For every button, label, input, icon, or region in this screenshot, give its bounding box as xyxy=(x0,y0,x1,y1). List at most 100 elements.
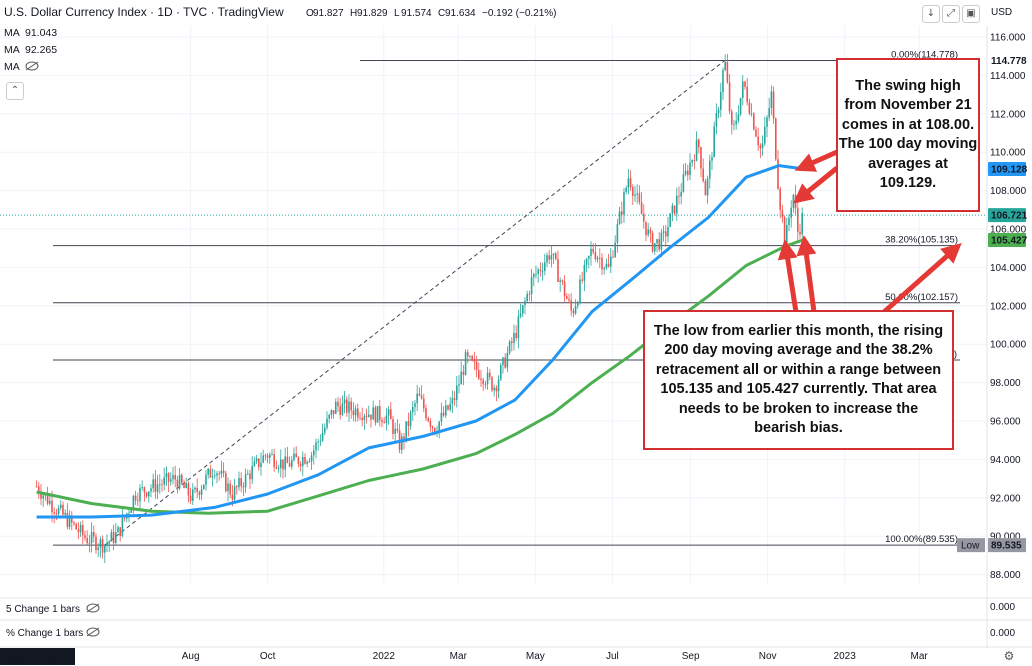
pane-change-label: 5 Change 1 bars xyxy=(6,604,80,615)
ohlc-key: C xyxy=(438,8,445,19)
candle-body xyxy=(449,403,451,410)
price-tick-label: 92.000 xyxy=(990,493,1021,504)
candle-body xyxy=(317,441,319,443)
candle-body xyxy=(86,538,88,544)
candle-body xyxy=(174,475,176,480)
price-label-low: 89.535 xyxy=(991,541,1022,552)
candle-body xyxy=(788,217,790,225)
candle-body xyxy=(128,512,130,514)
eye-off-slash xyxy=(86,603,100,613)
price-tick-label: 114.000 xyxy=(990,71,1026,82)
price-tick-label: 104.000 xyxy=(990,263,1027,274)
candle-body xyxy=(455,385,458,400)
candle-body xyxy=(59,504,62,509)
candle-body xyxy=(502,357,504,365)
candle-body xyxy=(117,527,119,533)
candle-body xyxy=(70,515,73,523)
candle-body xyxy=(662,231,665,233)
candle-body xyxy=(411,406,414,413)
annotation-support-zone-text: The low from earlier this month, the ris… xyxy=(653,322,944,437)
candle-body xyxy=(453,398,456,400)
candle-body xyxy=(310,455,313,462)
candle-body xyxy=(673,205,676,214)
candle-body xyxy=(132,495,135,510)
candle-body xyxy=(585,258,588,265)
candle-body xyxy=(301,457,304,467)
annotation-swing-high: The swing high from November 21 comes in… xyxy=(836,58,980,212)
arrow-down-icon[interactable]: ↓ xyxy=(922,5,940,23)
fullscreen-icon[interactable]: ⤢ xyxy=(942,5,960,23)
candle-body xyxy=(407,421,410,427)
candle-body xyxy=(326,418,328,428)
candle-body xyxy=(623,191,625,215)
candle-body xyxy=(733,124,735,126)
candle-body xyxy=(693,160,696,161)
candle-body xyxy=(376,406,379,423)
candle-body xyxy=(464,352,467,375)
candle-body xyxy=(739,97,742,115)
candle-body xyxy=(229,483,231,495)
candle-body xyxy=(801,213,803,235)
currency-badge: USD xyxy=(991,7,1012,18)
candle-body xyxy=(246,473,249,475)
candle-body xyxy=(594,252,597,260)
candle-body xyxy=(341,403,344,415)
candle-body xyxy=(55,513,58,515)
candle-body xyxy=(513,332,515,343)
candle-body xyxy=(510,341,513,343)
candle-body xyxy=(645,221,647,235)
candle-body xyxy=(106,543,108,546)
candle-body xyxy=(748,102,751,114)
candle-body xyxy=(480,378,482,380)
candle-body xyxy=(53,512,55,514)
candle-body xyxy=(147,491,150,497)
eye-off-icon[interactable] xyxy=(86,603,100,613)
collapse-icon[interactable]: ⌃ xyxy=(6,82,24,100)
candle-body xyxy=(568,298,570,301)
candle-body xyxy=(187,483,190,496)
candle-body xyxy=(460,371,462,385)
candle-body xyxy=(682,174,685,192)
camera-icon[interactable]: ▣ xyxy=(962,5,980,23)
candle-body xyxy=(99,539,102,548)
candle-body xyxy=(378,406,381,420)
time-axis[interactable]: Aug Oct 2022 Mar May Jul Sep Nov 2023 Mar Wed 14 A… xyxy=(0,648,1014,665)
pane-change-pct-label: % Change 1 bars xyxy=(6,628,83,639)
candle-body xyxy=(196,487,198,493)
price-tick-label: 116.000 xyxy=(990,33,1026,44)
candle-body xyxy=(653,243,656,252)
candle-body xyxy=(601,257,603,270)
candle-body xyxy=(90,532,93,544)
candle-body xyxy=(590,248,592,257)
candle-body xyxy=(348,401,350,413)
candle-body xyxy=(418,393,421,396)
candle-body xyxy=(671,205,674,214)
candle-body xyxy=(629,178,632,188)
candle-body xyxy=(774,118,777,160)
candle-body xyxy=(264,455,267,457)
candle-body xyxy=(726,62,729,83)
price-change: −0.192 (−0.21%) xyxy=(482,8,557,19)
candle-body xyxy=(517,316,520,339)
candle-body xyxy=(183,482,185,489)
candle-body xyxy=(466,352,469,357)
candle-body xyxy=(57,508,60,515)
candle-body xyxy=(554,253,557,260)
price-label-current: 106.721 xyxy=(991,211,1028,222)
pane-tick-label: 0.000 xyxy=(990,602,1015,613)
candle-body xyxy=(163,477,165,485)
eye-off-icon[interactable] xyxy=(25,61,39,71)
candle-body xyxy=(367,414,370,417)
candle-body xyxy=(290,460,293,467)
candle-body xyxy=(286,456,289,464)
price-label-current-bg xyxy=(988,208,1026,223)
candle-body xyxy=(363,416,366,420)
candle-body xyxy=(508,341,511,354)
candle-body xyxy=(715,113,718,127)
price-axis[interactable]: 88.000 90.000 92.000 94.000 96.000 98.000 100.… xyxy=(0,0,1028,648)
low-tag-label: Low xyxy=(961,541,980,552)
candle-body xyxy=(728,82,731,112)
candle-body xyxy=(277,468,280,469)
eye-off-icon[interactable] xyxy=(86,627,100,637)
candle-body xyxy=(211,476,214,478)
